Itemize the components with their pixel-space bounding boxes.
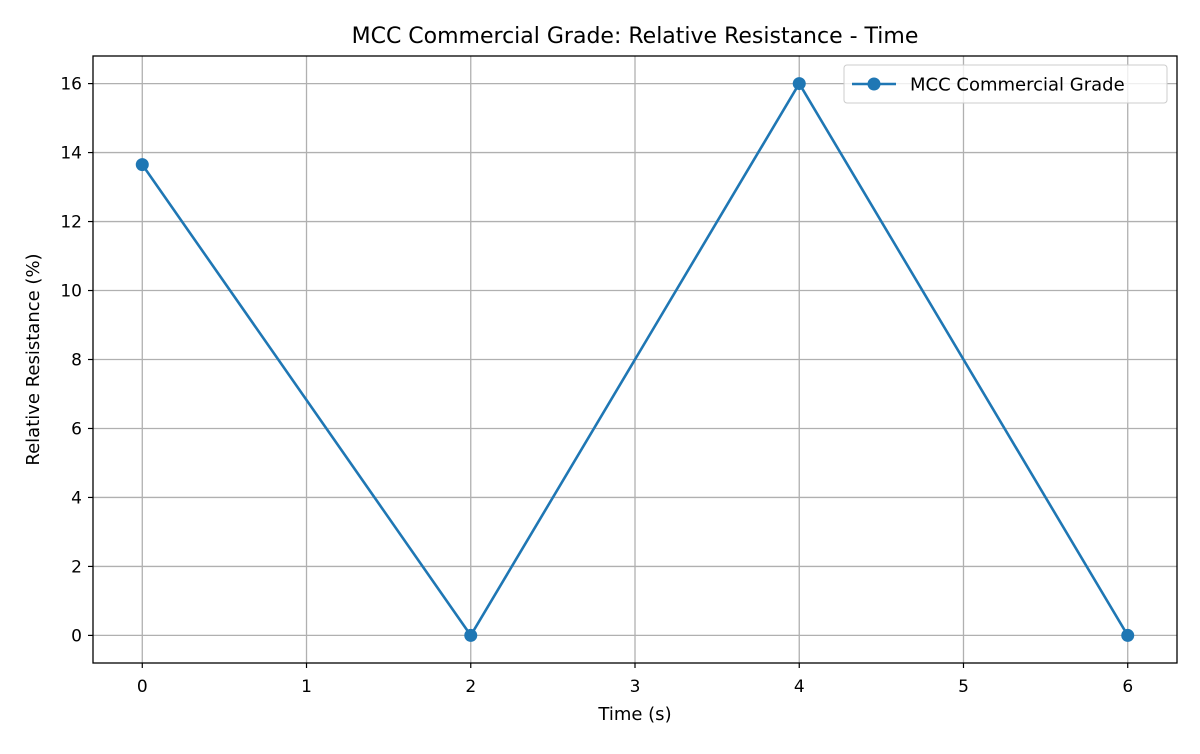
x-tick-label: 5 <box>958 677 969 697</box>
y-tick-label: 8 <box>71 351 82 371</box>
plot-area-frame <box>92 55 1178 664</box>
x-tick-label: 3 <box>630 677 641 697</box>
y-tick-label: 10 <box>60 282 82 302</box>
chart-title: MCC Commercial Grade: Relative Resistanc… <box>352 24 919 49</box>
legend-marker-icon <box>867 77 881 91</box>
data-point-marker <box>1121 628 1135 642</box>
x-tick-label: 2 <box>465 677 476 697</box>
x-tick-label: 0 <box>137 677 148 697</box>
legend-entry-label: MCC Commercial Grade <box>910 75 1125 96</box>
data-series-layer <box>135 77 1135 642</box>
data-point-marker <box>464 628 478 642</box>
legend-box <box>843 64 1168 104</box>
y-axis-label: Relative Resistance (%) <box>23 253 44 465</box>
x-axis-label: Time (s) <box>597 704 671 725</box>
x-tick-label: 6 <box>1122 677 1133 697</box>
y-tick-label: 14 <box>60 144 82 164</box>
y-tick-label: 2 <box>71 557 82 577</box>
data-point-marker <box>792 77 806 91</box>
series-line <box>140 82 1130 637</box>
legend: MCC Commercial Grade <box>843 64 1168 104</box>
data-point-marker <box>135 158 149 172</box>
x-tick-label: 1 <box>301 677 312 697</box>
x-tick-label: 4 <box>794 677 805 697</box>
y-tick-label: 0 <box>71 626 82 646</box>
y-tick-label: 16 <box>60 75 82 95</box>
y-tick-label: 6 <box>71 419 82 439</box>
y-tick-label: 12 <box>60 213 82 233</box>
y-tick-label: 4 <box>71 488 82 508</box>
